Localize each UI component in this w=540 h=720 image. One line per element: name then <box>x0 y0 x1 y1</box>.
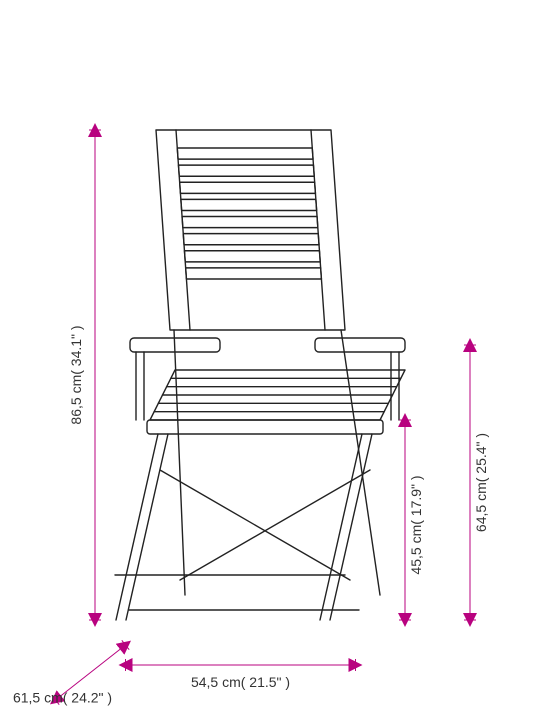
dimension-diagram: 86,5 cm( 34.1" ) 64,5 cm( 25.4" ) 45,5 cm(… <box>0 0 540 720</box>
depth-label: 61,5 cm( 24.2" ) <box>13 690 112 706</box>
height_total-label: 86,5 cm( 34.1" ) <box>68 325 84 424</box>
chair-outline <box>115 130 405 620</box>
seat_height-label: 45,5 cm( 17.9" ) <box>408 475 424 574</box>
arm_height-label: 64,5 cm( 25.4" ) <box>473 433 489 532</box>
width-label: 54,5 cm( 21.5" ) <box>191 674 290 690</box>
